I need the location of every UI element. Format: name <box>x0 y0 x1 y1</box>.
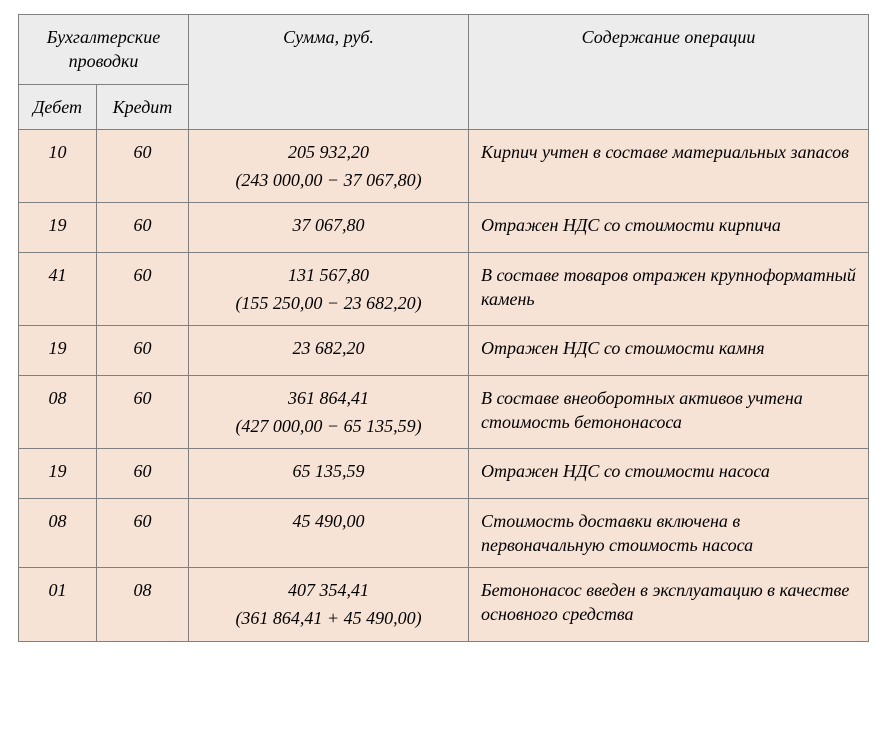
cell-debit: 41 <box>19 252 97 326</box>
cell-amount: 131 567,80 (155 250,00 − 23 682,20) <box>189 252 469 326</box>
amount-calc: (361 864,41 + 45 490,00) <box>201 606 456 630</box>
cell-debit: 10 <box>19 129 97 203</box>
cell-description: Бетононасос введен в эксплуатацию в каче… <box>469 568 869 642</box>
cell-description: Кирпич учтен в составе материальных запа… <box>469 129 869 203</box>
cell-amount: 361 864,41 (427 000,00 − 65 135,59) <box>189 375 469 449</box>
table-row: 1960 23 682,20 Отражен НДС со стоимости ка… <box>19 326 869 375</box>
amount-main: 23 682,20 <box>201 336 456 360</box>
amount-main: 131 567,80 <box>201 263 456 287</box>
table-row: 1060 205 932,20 (243 000,00 − 37 067,80) Ки… <box>19 129 869 203</box>
cell-amount: 37 067,80 <box>189 203 469 252</box>
table-row: 1960 37 067,80 Отражен НДС со стоимости ки… <box>19 203 869 252</box>
amount-main: 65 135,59 <box>201 459 456 483</box>
amount-calc: (243 000,00 − 37 067,80) <box>201 168 456 192</box>
table-row: 1960 65 135,59 Отражен НДС со стоимости на… <box>19 449 869 498</box>
header-entries: Бухгалтерские проводки <box>19 15 189 85</box>
amount-main: 205 932,20 <box>201 140 456 164</box>
cell-debit: 08 <box>19 375 97 449</box>
cell-debit: 01 <box>19 568 97 642</box>
amount-main: 37 067,80 <box>201 213 456 237</box>
cell-credit: 60 <box>97 252 189 326</box>
amount-calc: (427 000,00 − 65 135,59) <box>201 414 456 438</box>
amount-main: 45 490,00 <box>201 509 456 533</box>
cell-credit: 60 <box>97 375 189 449</box>
table-header: Бухгалтерские проводки Сумма, руб. Содер… <box>19 15 869 130</box>
amount-main: 361 864,41 <box>201 386 456 410</box>
cell-debit: 19 <box>19 326 97 375</box>
cell-amount: 407 354,41 (361 864,41 + 45 490,00) <box>189 568 469 642</box>
cell-amount: 65 135,59 <box>189 449 469 498</box>
cell-description: В составе внеоборотных активов учтена ст… <box>469 375 869 449</box>
cell-credit: 60 <box>97 326 189 375</box>
cell-description: В составе товаров отражен крупноформатны… <box>469 252 869 326</box>
table-body: 1060205 932,20(243 000,00 − 37 067,80)Ки… <box>19 129 869 641</box>
cell-credit: 60 <box>97 203 189 252</box>
cell-amount: 23 682,20 <box>189 326 469 375</box>
header-amount: Сумма, руб. <box>189 15 469 130</box>
cell-debit: 19 <box>19 203 97 252</box>
table-row: 0860 361 864,41 (427 000,00 − 65 135,59) В … <box>19 375 869 449</box>
cell-description: Стоимость доставки включена в первоначал… <box>469 498 869 568</box>
table-row: 0108 407 354,41 (361 864,41 + 45 490,00) Бе… <box>19 568 869 642</box>
cell-credit: 08 <box>97 568 189 642</box>
cell-amount: 45 490,00 <box>189 498 469 568</box>
cell-amount: 205 932,20 (243 000,00 − 37 067,80) <box>189 129 469 203</box>
cell-debit: 19 <box>19 449 97 498</box>
cell-description: Отражен НДС со стоимости камня <box>469 326 869 375</box>
page: Бухгалтерские проводки Сумма, руб. Содер… <box>0 0 886 656</box>
cell-debit: 08 <box>19 498 97 568</box>
table-row: 4160 131 567,80 (155 250,00 − 23 682,20) В … <box>19 252 869 326</box>
amount-calc: (155 250,00 − 23 682,20) <box>201 291 456 315</box>
table-row: 0860 45 490,00 Стоимость доставки включена… <box>19 498 869 568</box>
accounting-entries-table: Бухгалтерские проводки Сумма, руб. Содер… <box>18 14 869 642</box>
cell-credit: 60 <box>97 449 189 498</box>
header-debit: Дебет <box>19 84 97 129</box>
cell-description: Отражен НДС со стоимости кирпича <box>469 203 869 252</box>
amount-main: 407 354,41 <box>201 578 456 602</box>
cell-credit: 60 <box>97 129 189 203</box>
header-description: Содержание операции <box>469 15 869 130</box>
header-credit: Кредит <box>97 84 189 129</box>
cell-credit: 60 <box>97 498 189 568</box>
cell-description: Отражен НДС со стоимости насоса <box>469 449 869 498</box>
